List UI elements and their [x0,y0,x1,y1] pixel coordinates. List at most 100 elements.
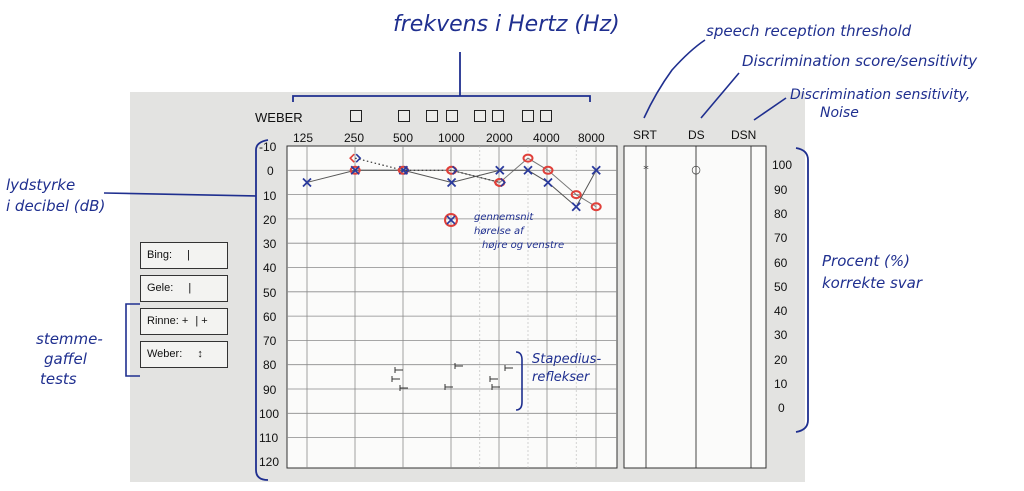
speech-panel [623,145,767,469]
db-tick-label: 20 [263,213,277,227]
percent-annotation-line2: korrekte svar [822,274,923,292]
loudness-pointer [103,192,257,197]
gele-label: Gele: [147,282,174,294]
chart-grid [286,145,618,469]
db-tick-label: 90 [263,383,277,397]
rinne-box[interactable]: Rinne: + | + [140,308,228,335]
db-tick-label: 100 [259,407,280,421]
bracket-right [403,165,410,175]
percent-tick-label: 90 [774,183,788,197]
db-tick-label: 110 [259,431,279,445]
bracket-left [349,153,355,163]
stapedius-mark [399,385,408,391]
x-marker-stroke [350,165,360,175]
ds-pointer [700,72,740,119]
gele-mark: | [188,282,192,294]
x-marker [446,177,457,188]
db-tick-label: 50 [263,286,277,300]
stapedius-mark [489,376,498,382]
average-symbol [444,213,458,227]
x-marker-stroke [591,165,601,175]
circle-marker [349,165,361,175]
weber-box[interactable] [474,110,486,122]
weber-box[interactable] [426,110,438,122]
x-marker-stroke [543,177,553,188]
bracket-right [452,165,458,175]
average-circle [444,213,458,227]
speech-grid [623,145,767,469]
weber-box[interactable] [540,110,552,122]
bing-label: Bing: [147,249,173,261]
stapedius-mark [394,367,403,373]
bracket-marker [397,165,410,175]
bracket-left [493,177,500,188]
x-marker-stroke [523,165,533,175]
weber-box[interactable] [522,110,534,122]
weber-test-box[interactable]: Weber: ↕ [140,341,228,368]
percent-tick-label: 60 [774,256,788,270]
rinne-label: Rinne: + [147,315,189,327]
circle-marker [542,165,554,175]
percent-tick-label: 0 [778,401,785,415]
srt-annotation: speech reception threshold [706,22,912,40]
x-marker-stroke [495,165,505,175]
db-tick-label: 120 [259,455,280,469]
weber-label: WEBER [255,110,303,125]
frequency-annotation: frekvens i Hertz (Hz) [393,12,620,37]
bracket-right [355,153,362,163]
weber-box[interactable] [398,110,410,122]
dsn-annotation-line2: Noise [820,105,859,121]
weber-box[interactable] [446,110,458,122]
freq-tick-label: 2000 [486,131,513,145]
freq-tick-label: 4000 [533,131,560,145]
weber-box[interactable] [350,110,362,122]
frequency-brace [292,95,591,102]
bing-mark: | [187,249,190,261]
freq-tick-label: 500 [393,131,414,145]
weber-test-label: Weber: [147,348,183,360]
db-tick-label: 40 [263,261,277,275]
tuning-annotation-line3: tests [40,370,77,388]
tuning-annotation-line1: stemme- [36,330,103,348]
percent-tick-label: 10 [774,377,788,391]
percent-tick-label: 100 [772,158,793,172]
bracket-right [500,177,506,188]
average-annotation-line1: gennemsnit [474,212,534,223]
percent-brace [795,147,809,433]
srt-mark: * [643,163,649,176]
weber-test-mark: ↕ [197,348,203,360]
percent-tick-label: 80 [774,207,788,221]
x-marker [591,165,601,175]
ds-column-label: DS [688,128,705,142]
rinne-mark: | + [195,315,208,327]
freq-tick-label: 1000 [438,131,465,145]
bracket-left [397,165,403,175]
percent-tick-label: 30 [774,328,788,342]
gele-box[interactable]: Gele: | [140,275,228,302]
percent-tick-label: 20 [774,353,788,367]
dsn-pointer [753,97,787,121]
average-x [446,215,456,225]
db-tick-label: 10 [263,189,277,203]
stapedius-annotation-line1: Stapedius- [532,352,602,367]
percent-annotation-line1: Procent (%) [822,252,910,270]
x-marker [495,165,505,175]
x-marker [350,165,360,175]
x-marker-stroke [302,177,312,188]
circle-marker [590,202,602,212]
bing-box[interactable]: Bing: | [140,242,228,269]
ds-annotation: Discrimination score/sensitivity [742,52,978,70]
freq-tick-label: 125 [293,131,314,145]
tuning-annotation-line2: gaffel [44,350,87,368]
x-marker [302,177,312,188]
circle-marker [570,190,582,200]
stapedius-brace [515,351,523,411]
weber-box[interactable] [492,110,504,122]
loudness-brace [255,139,269,481]
x-marker-stroke [571,202,581,212]
bracket-marker [493,177,506,188]
freq-tick-label: 8000 [578,131,605,145]
bracket-marker [349,153,362,163]
db-tick-label: 0 [267,164,274,178]
